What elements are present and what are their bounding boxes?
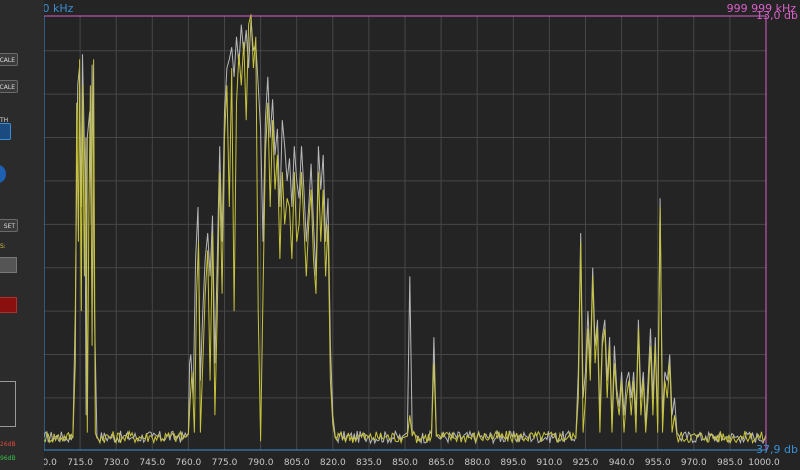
sidebar-blue-knob[interactable] <box>0 165 6 183</box>
top-reference-level-label: -13,0 db <box>752 9 798 22</box>
bottom-reference-level-label: -37,9 db <box>752 443 798 456</box>
max-hold-trace <box>43 19 767 445</box>
x-tick-label: 925.0 <box>573 458 599 468</box>
width-label: TH <box>0 117 9 124</box>
x-tick-label: 970.0 <box>681 458 707 468</box>
level-red-readout: 26dB <box>0 441 16 448</box>
sidebar-gray-field[interactable] <box>0 257 17 273</box>
x-tick-label: 700.0 <box>31 458 57 468</box>
x-tick-label: 895.0 <box>500 458 526 468</box>
level-green-readout: 96dB <box>0 455 16 462</box>
x-tick-label: 790.0 <box>248 458 274 468</box>
end-frequency-label: 999 999 kHz <box>727 2 797 15</box>
x-tick-label: 910.0 <box>537 458 563 468</box>
control-sidebar: CALE SCALE SET TH S: 26dB 96dB <box>0 0 44 470</box>
sidebar-readout-box <box>0 381 16 427</box>
x-tick-label: 850.0 <box>392 458 418 468</box>
x-tick-label: 865.0 <box>428 458 454 468</box>
sidebar-record-button[interactable] <box>0 297 17 313</box>
x-tick-label: 880.0 <box>464 458 490 468</box>
x-tick-label: 805.0 <box>284 458 310 468</box>
x-tick-label: 775.0 <box>212 458 238 468</box>
x-tick-label: 955.0 <box>645 458 671 468</box>
x-tick-label: 730.0 <box>103 458 129 468</box>
x-axis-ticks: 700.0 715.0 730.0 745.0 760.0 775.0 790.0 805.0… <box>31 458 780 468</box>
x-tick-label: 760.0 <box>176 458 202 468</box>
x-tick-label: 745.0 <box>139 458 165 468</box>
x-tick-label: 715.0 <box>67 458 93 468</box>
x-tick-label: 835.0 <box>356 458 382 468</box>
x-tick-label: 940.0 <box>609 458 635 468</box>
x-tick-label: 985.0 <box>717 458 743 468</box>
reset-button[interactable]: SET <box>0 219 18 232</box>
spectrum-traces <box>43 14 767 445</box>
sidebar-blue-control[interactable] <box>0 123 11 140</box>
autoscale-button[interactable]: CALE <box>0 53 18 66</box>
grid-lines <box>44 16 766 450</box>
x-tick-label: 1000.0 <box>748 458 780 468</box>
rescale-button[interactable]: SCALE <box>0 80 18 93</box>
live-trace <box>43 14 767 445</box>
x-tick-label: 820.0 <box>320 458 346 468</box>
settings-label: S: <box>0 243 6 250</box>
